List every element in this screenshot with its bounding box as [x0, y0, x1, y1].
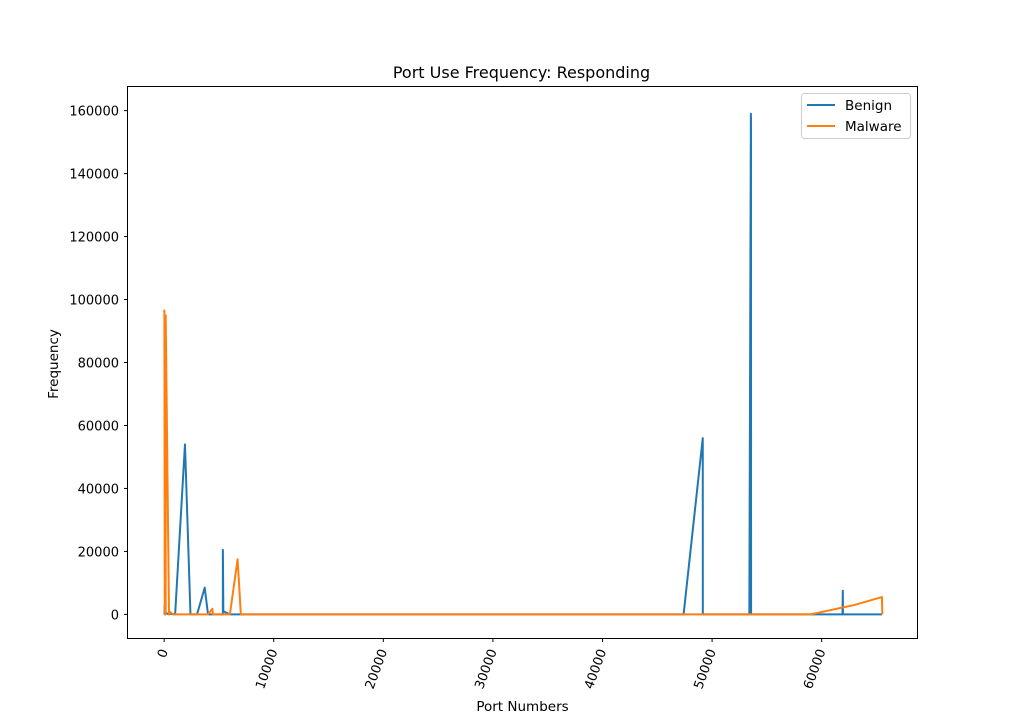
plot-area — [127, 86, 918, 639]
series-line-benign — [163, 112, 882, 616]
chart-title: Port Use Frequency: Responding — [393, 63, 650, 82]
y-tick-label: 100000 — [69, 294, 119, 309]
legend-label-benign: Benign — [845, 98, 892, 114]
axes-frame — [127, 86, 918, 639]
legend-label-malware: Malware — [845, 119, 902, 135]
x-axis: 0 10000 20000 30000 40000 50000 60000 — [155, 638, 829, 691]
x-tick-label: 20000 — [363, 647, 391, 691]
y-tick-label: 160000 — [69, 105, 119, 120]
x-tick-label: 60000 — [801, 647, 829, 691]
y-axis-title: Frequency — [46, 329, 62, 399]
x-tick-label: 40000 — [582, 647, 610, 691]
y-tick-label: 140000 — [69, 168, 119, 183]
y-tick-label: 0 — [111, 608, 119, 623]
y-tick-label: 80000 — [78, 357, 119, 372]
x-tick-label: 10000 — [253, 647, 281, 691]
y-tick-label: 20000 — [78, 545, 119, 560]
y-tick-label: 120000 — [69, 231, 119, 246]
series-layer — [163, 112, 884, 616]
x-tick-label: 0 — [155, 647, 172, 660]
x-axis-title: Port Numbers — [476, 699, 568, 715]
series-line-malware — [163, 309, 884, 616]
x-tick-label: 30000 — [472, 647, 500, 691]
y-tick-label: 60000 — [78, 419, 119, 434]
legend: Benign Malware — [801, 93, 911, 139]
x-tick-label: 50000 — [692, 647, 720, 691]
y-axis: 0 20000 40000 60000 80000 100000 120000 140000 1… — [69, 105, 128, 623]
y-tick-label: 40000 — [78, 482, 119, 497]
